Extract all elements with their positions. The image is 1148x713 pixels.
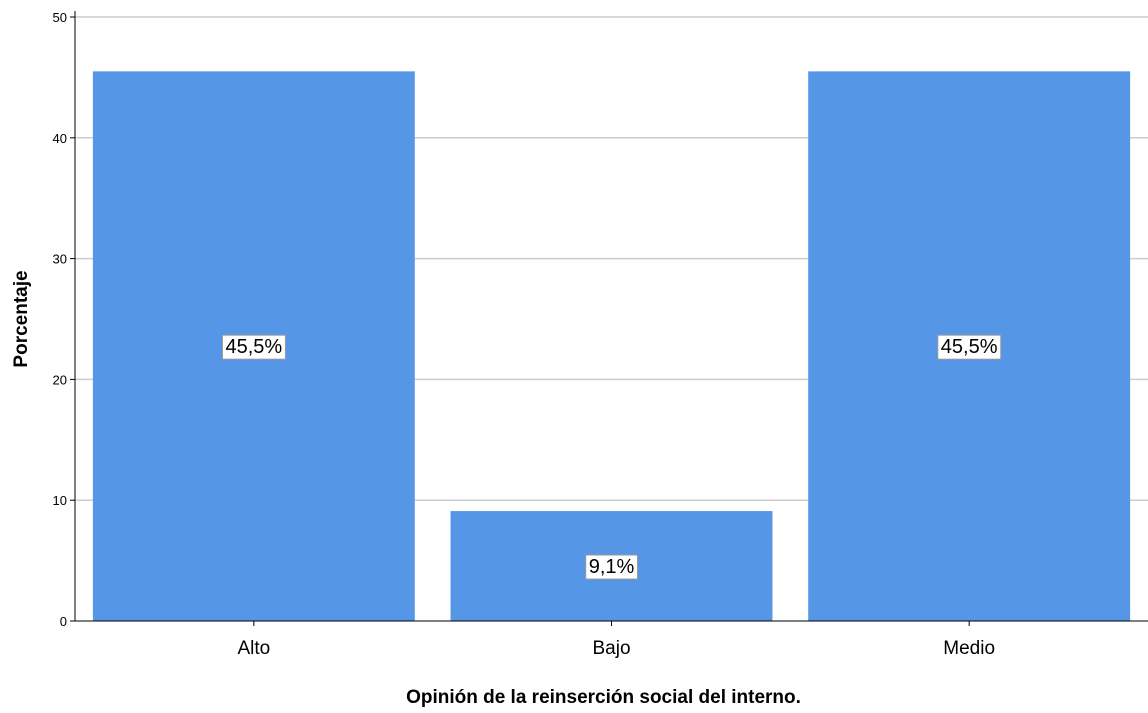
data-label-box	[585, 554, 639, 580]
x-tick-label: Bajo	[592, 638, 630, 659]
y-tick-label: 50	[53, 10, 67, 25]
y-tick-label: 30	[53, 252, 67, 267]
data-label-box	[937, 334, 1002, 360]
data-labels: 45,5% 9,1% 45,5%	[221, 334, 1002, 580]
x-axis-title: Opinión de la reinserción social del int…	[406, 687, 801, 708]
x-tick-label: Medio	[943, 638, 995, 659]
y-tick-label: 40	[53, 131, 67, 146]
data-label-text: 45,5%	[225, 336, 282, 358]
x-tick-labels: Alto Bajo Medio	[237, 621, 995, 659]
x-tick-label: Alto	[237, 638, 270, 659]
data-label-text: 45,5%	[941, 336, 998, 358]
y-axis-title: Porcentaje	[11, 270, 32, 367]
y-tick-label: 0	[60, 614, 67, 629]
y-tick-label: 20	[53, 372, 67, 387]
data-label-box	[221, 334, 286, 360]
data-label: 45,5%	[937, 334, 1002, 360]
y-tick-label: 10	[53, 493, 67, 508]
data-label-text: 9,1%	[589, 556, 635, 578]
y-tick-labels: 0 10 20 30 40 50	[53, 10, 75, 629]
data-label: 45,5%	[221, 334, 286, 360]
data-label: 9,1%	[585, 554, 639, 580]
